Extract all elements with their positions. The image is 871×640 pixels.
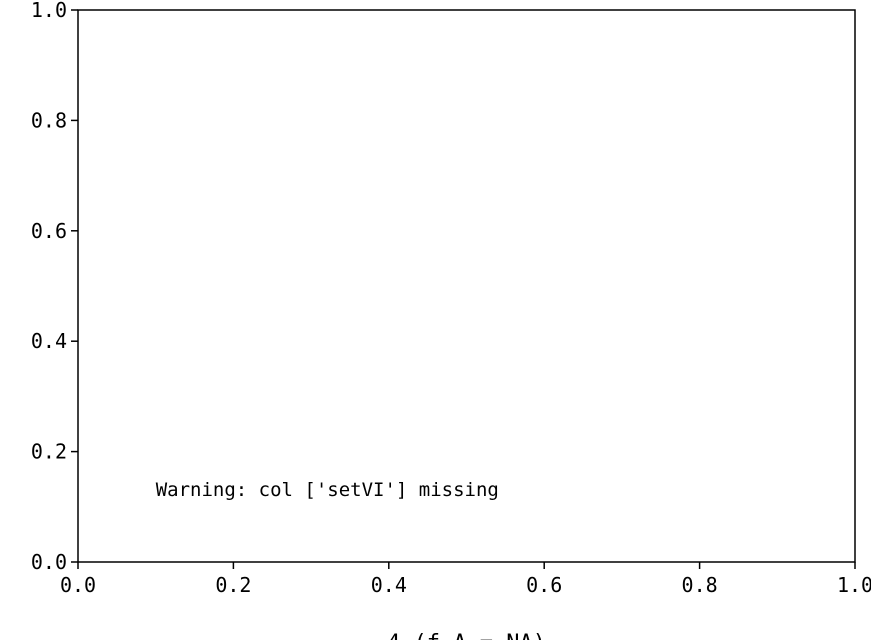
y-tick-label: 0.0: [31, 550, 67, 574]
x-tick-label: 1.0: [837, 573, 871, 597]
x-tick-label: 0.2: [215, 573, 251, 597]
x-tick-label: 0.6: [526, 573, 562, 597]
y-tick-label: 0.2: [31, 440, 67, 464]
y-axis-ticks: 0.0 0.2 0.4 0.6 0.8 1.0: [31, 0, 78, 574]
y-tick-label: 0.6: [31, 219, 67, 243]
warning-annotation: Warning: col ['setVI'] missing: [156, 479, 499, 501]
y-tick-label: 0.8: [31, 108, 67, 132]
x-tick-label: 0.4: [371, 573, 407, 597]
x-tick-label: 0.8: [682, 573, 718, 597]
y-tick-label: 1.0: [31, 0, 67, 22]
x-tick-label: 0.0: [60, 573, 96, 597]
plot-area-frame: [77, 9, 856, 563]
x-axis-ticks: 0.0 0.2 0.4 0.6 0.8 1.0: [60, 562, 871, 597]
x-axis-label: 4 (f A = NA): [387, 631, 546, 640]
annotations: Warning: col ['setVI'] missing: [156, 479, 499, 501]
y-tick-label: 0.4: [31, 329, 67, 353]
